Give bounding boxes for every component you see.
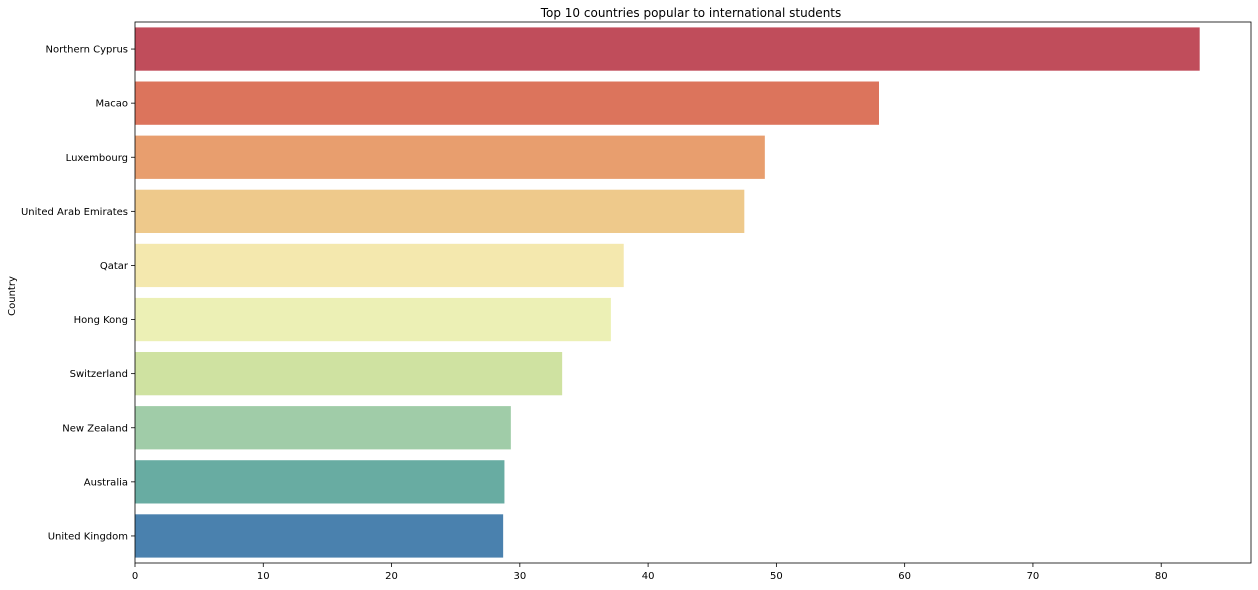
bar <box>135 243 624 288</box>
bar <box>135 460 505 504</box>
x-tick-label: 20 <box>385 571 398 582</box>
x-tick-label: 0 <box>132 571 138 582</box>
bar <box>135 297 611 342</box>
bar <box>135 135 765 179</box>
x-tick-label: 30 <box>513 571 526 582</box>
y-tick-label: Qatar <box>100 261 129 272</box>
y-tick-label: Hong Kong <box>74 315 128 326</box>
bar <box>135 27 1200 71</box>
bars-group <box>135 27 1200 558</box>
x-tick-label: 40 <box>642 571 655 582</box>
x-tick-label: 80 <box>1155 571 1168 582</box>
bar <box>135 81 879 125</box>
plot-frame <box>134 21 1252 564</box>
x-tick-label: 60 <box>898 571 911 582</box>
bar <box>135 189 745 233</box>
bar <box>135 352 563 396</box>
x-tick-label: 70 <box>1027 571 1040 582</box>
chart-title: Top 10 countries popular to internationa… <box>540 6 842 20</box>
y-axis-label: Country <box>7 276 18 316</box>
x-tick-label: 10 <box>257 571 270 582</box>
y-tick-label: Luxembourg <box>66 153 128 164</box>
y-tick-labels: Northern Cyprus Macao Luxembourg United Ara… <box>21 45 135 542</box>
x-ticks: 0 10 20 30 40 50 60 70 80 <box>132 563 1168 582</box>
y-tick-label: Switzerland <box>70 369 128 380</box>
bar <box>135 406 511 450</box>
y-tick-label: United Kingdom <box>48 531 128 542</box>
y-tick-label: Northern Cyprus <box>46 45 128 56</box>
bar <box>135 514 504 558</box>
y-tick-label: United Arab Emirates <box>21 207 128 218</box>
y-tick-label: Macao <box>96 99 129 110</box>
x-tick-label: 50 <box>770 571 783 582</box>
y-tick-label: New Zealand <box>62 423 128 434</box>
y-tick-label: Australia <box>84 477 128 488</box>
